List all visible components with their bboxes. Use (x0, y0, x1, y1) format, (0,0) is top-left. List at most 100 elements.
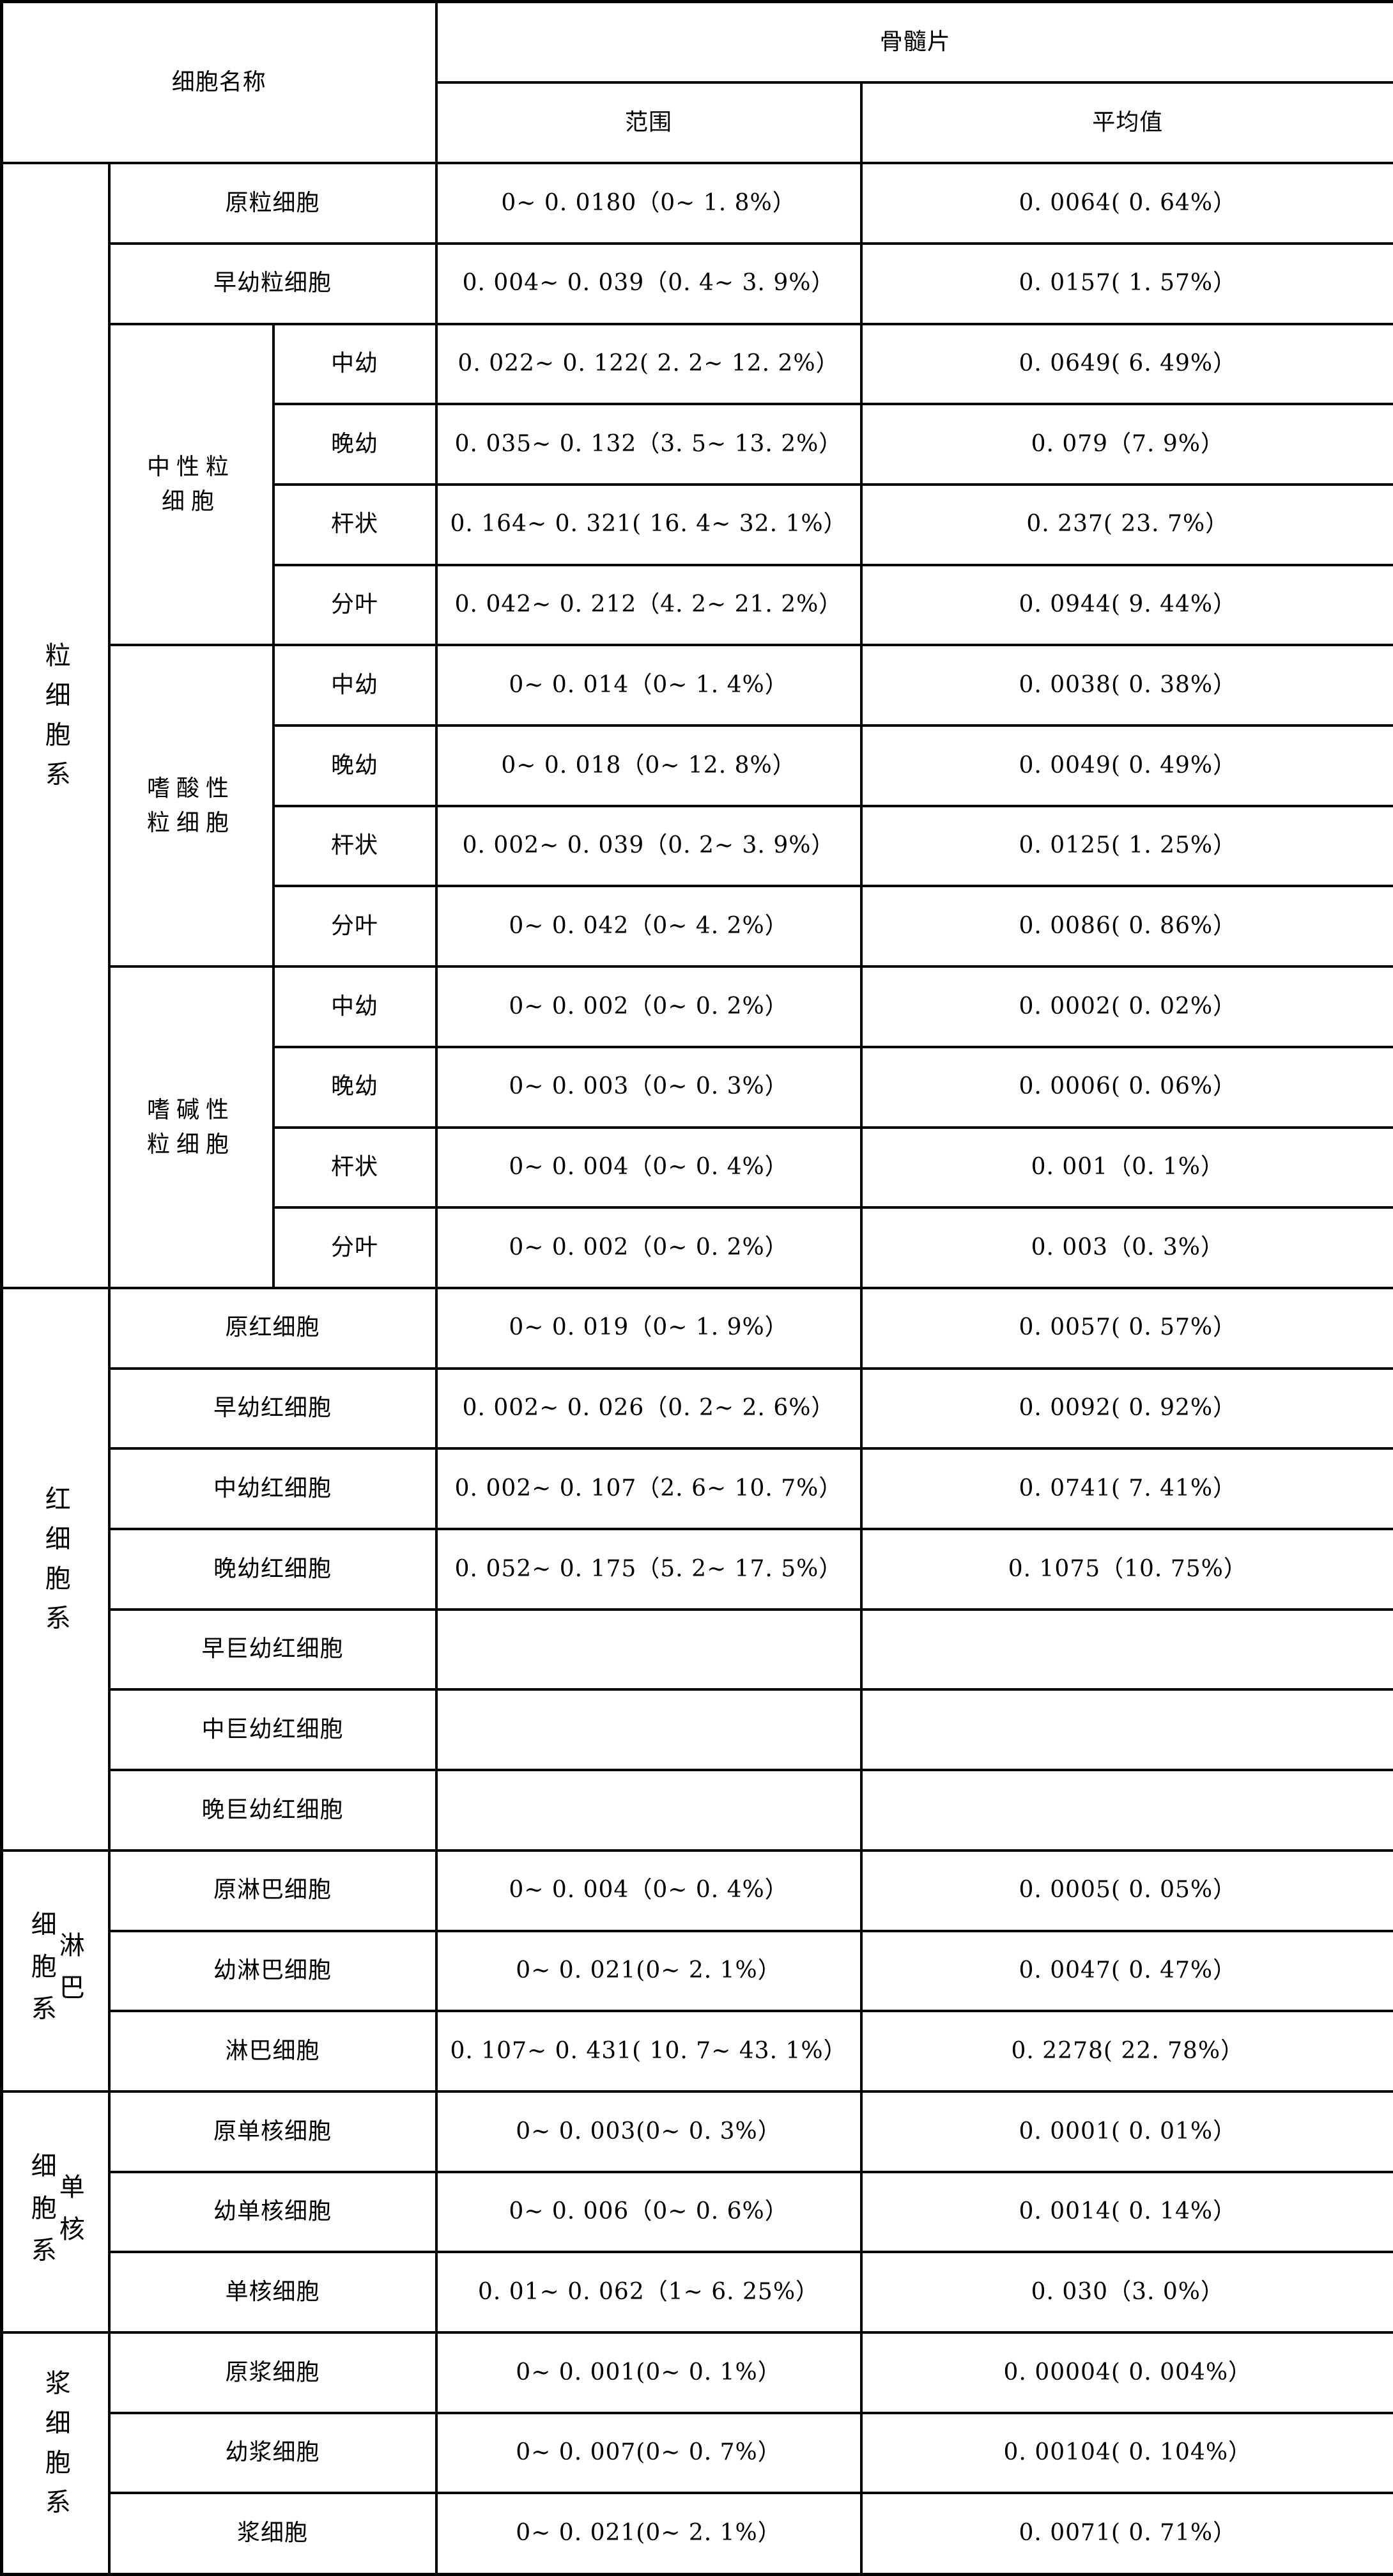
group-label-plasma-text: 浆细胞系 (40, 2370, 70, 2529)
row-range-eosinophil-band: 0. 002~ 0. 039（0. 2~ 3. 9%） (435, 804, 863, 888)
row-label-late-megaloblast: 晚巨幼红细胞 (107, 1769, 438, 1852)
row-range-eosinophil-segmented: 0~ 0. 042（0~ 4. 2%） (435, 885, 863, 968)
row-mean-plasmacyte: 0. 0071( 0. 71%） (859, 2492, 1393, 2576)
table-row: 粒细胞系 原粒细胞 0~ 0. 0180（0~ 1. 8%） 0. 0064( … (0, 162, 1393, 1289)
subgroup-label-neutrophil: 中性粒 细胞 (107, 322, 275, 647)
row-range-intermediate-megaloblast (435, 1688, 863, 1772)
subgroup-label-basophil: 嗜碱性 粒细胞 (107, 965, 275, 1289)
subgroup-label-basophil-line2: 粒细胞 (146, 1131, 235, 1158)
row-range-pronormoblast: 0~ 0. 019（0~ 1. 9%） (435, 1286, 863, 1370)
row-range-plasmacyte: 0~ 0. 021(0~ 2. 1%） (435, 2492, 863, 2576)
row-label-promyelocyte: 早幼粒细胞 (107, 242, 438, 325)
table-row: 幼浆细胞 0~ 0. 007(0~ 0. 7%） 0. 00104( 0. 10… (2, 2411, 1393, 2495)
table-row: 单核 细胞系 原单核细胞 0~ 0. 003(0~ 0. 3%） 0. 0001… (0, 2090, 1393, 2334)
row-label-lymphocyte: 淋巴细胞 (107, 2010, 438, 2093)
group-label-granulocyte: 粒细胞系 (0, 162, 111, 1289)
row-range-proplasmacyte: 0~ 0. 007(0~ 0. 7%） (435, 2411, 863, 2495)
row-mean-neutrophil-myelocyte: 0. 0649( 6. 49%） (859, 322, 1393, 406)
row-mean-basophil-myelocyte: 0. 0002( 0. 02%） (859, 965, 1393, 1048)
row-mean-proplasmacyte: 0. 00104( 0. 104%） (859, 2411, 1393, 2495)
group-label-monocyte-col-a: 单核 (54, 2173, 84, 2258)
row-mean-early-megaloblast (859, 1608, 1393, 1691)
row-mean-basophil-band: 0. 001（0. 1%） (859, 1126, 1393, 1209)
table-row: 分叶 0~ 0. 042（0~ 4. 2%） 0. 0086( 0. 86%） (2, 885, 1393, 968)
row-mean-monoblast: 0. 0001( 0. 01%） (859, 2090, 1393, 2173)
row-range-monocyte: 0. 01~ 0. 062（1~ 6. 25%） (435, 2251, 863, 2334)
row-label-orthochromatic-normoblast: 晚幼红细胞 (107, 1528, 438, 1611)
table-row: 晚巨幼红细胞 (2, 1769, 1393, 1852)
subgroup-label-basophil-line1: 嗜碱性 (146, 1096, 235, 1123)
group-label-lymphoid: 淋巴 细胞系 (0, 1849, 111, 2093)
row-mean-basophil-segmented: 0. 003（0. 3%） (859, 1206, 1393, 1289)
row-range-myeloblast: 0~ 0. 0180（0~ 1. 8%） (435, 162, 863, 245)
table-row: 晚幼红细胞 0. 052~ 0. 175（5. 2~ 17. 5%） 0. 10… (2, 1528, 1393, 1611)
stage-label-eosinophil-metamyelocyte: 晚幼 (272, 724, 438, 807)
row-label-proplasmacyte: 幼浆细胞 (107, 2411, 438, 2495)
row-range-promyelocyte: 0. 004~ 0. 039（0. 4~ 3. 9%） (435, 242, 863, 325)
table-row: 浆细胞 0~ 0. 021(0~ 2. 1%） 0. 0071( 0. 71%） (2, 2492, 1393, 2576)
table-row: 杆状 0. 164~ 0. 321( 16. 4~ 32. 1%） 0. 237… (2, 483, 1393, 566)
row-label-plasmablast: 原浆细胞 (107, 2331, 438, 2414)
group-label-granulocyte-text: 粒细胞系 (40, 642, 70, 801)
stage-label-neutrophil-segmented: 分叶 (272, 563, 438, 647)
header-range: 范围 (435, 81, 863, 165)
table-row: 晚幼 0. 035~ 0. 132（3. 5~ 13. 2%） 0. 079（7… (2, 403, 1393, 486)
row-label-promonocyte: 幼单核细胞 (107, 2170, 438, 2254)
row-range-plasmablast: 0~ 0. 001(0~ 0. 1%） (435, 2331, 863, 2414)
stage-label-basophil-myelocyte: 中幼 (272, 965, 438, 1048)
stage-label-neutrophil-myelocyte: 中幼 (272, 322, 438, 406)
subgroup-label-neutrophil-line1: 中性粒 (146, 453, 235, 480)
row-mean-polychromatic-normoblast: 0. 0741( 7. 41%） (859, 1447, 1393, 1531)
row-mean-eosinophil-segmented: 0. 0086( 0. 86%） (859, 885, 1393, 968)
table-row: 晚幼 0~ 0. 003（0~ 0. 3%） 0. 0006( 0. 06%） (2, 1045, 1393, 1129)
row-range-early-megaloblast (435, 1608, 863, 1691)
table-row: 淋巴 细胞系 原淋巴细胞 0~ 0. 004（0~ 0. 4%） 0. 0005… (0, 1849, 1393, 2093)
group-label-plasma: 浆细胞系 (0, 2331, 111, 2576)
table-row: 幼单核细胞 0~ 0. 006（0~ 0. 6%） 0. 0014( 0. 14… (2, 2170, 1393, 2254)
table-row: 杆状 0~ 0. 004（0~ 0. 4%） 0. 001（0. 1%） (2, 1126, 1393, 1209)
subgroup-label-neutrophil-line2: 细胞 (161, 488, 220, 515)
table-row: 浆细胞系 原浆细胞 0~ 0. 001(0~ 0. 1%） 0. 00004( … (0, 2331, 1393, 2576)
group-label-monocyte-stack: 单核 细胞系 (3, 2093, 108, 2331)
group-label-lymphoid-col-a: 淋巴 (54, 1932, 84, 2017)
table-row: 中幼红细胞 0. 002~ 0. 107（2. 6~ 10. 7%） 0. 07… (2, 1447, 1393, 1531)
row-range-basophil-band: 0~ 0. 004（0~ 0. 4%） (435, 1126, 863, 1209)
row-label-plasmacyte: 浆细胞 (107, 2492, 438, 2576)
row-range-orthochromatic-normoblast: 0. 052~ 0. 175（5. 2~ 17. 5%） (435, 1528, 863, 1611)
stage-label-basophil-metamyelocyte: 晚幼 (272, 1045, 438, 1129)
row-mean-pronormoblast: 0. 0057( 0. 57%） (859, 1286, 1393, 1370)
table-row: 嗜酸性 粒细胞 中幼 0~ 0. 014（0~ 1. 4%） 0. 0038( … (2, 644, 1393, 968)
row-range-eosinophil-metamyelocyte: 0~ 0. 018（0~ 12. 8%） (435, 724, 863, 807)
table-row: 嗜碱性 粒细胞 中幼 0~ 0. 002（0~ 0. 2%） 0. 0002( … (2, 965, 1393, 1289)
table-row: 早幼粒细胞 0. 004~ 0. 039（0. 4~ 3. 9%） 0. 015… (2, 242, 1393, 325)
row-label-early-megaloblast: 早巨幼红细胞 (107, 1608, 438, 1691)
group-label-monocyte: 单核 细胞系 (0, 2090, 111, 2334)
row-range-polychromatic-normoblast: 0. 002~ 0. 107（2. 6~ 10. 7%） (435, 1447, 863, 1531)
table-row: 单核细胞 0. 01~ 0. 062（1~ 6. 25%） 0. 030（3. … (2, 2251, 1393, 2334)
row-mean-basophilic-normoblast: 0. 0092( 0. 92%） (859, 1367, 1393, 1450)
row-mean-neutrophil-metamyelocyte: 0. 079（7. 9%） (859, 403, 1393, 486)
subgroup-label-eosinophil-line2: 粒细胞 (146, 809, 235, 836)
row-label-monoblast: 原单核细胞 (107, 2090, 438, 2173)
row-mean-myeloblast: 0. 0064( 0. 64%） (859, 162, 1393, 245)
subgroup-label-eosinophil: 嗜酸性 粒细胞 (107, 644, 275, 968)
row-mean-neutrophil-band: 0. 237( 23. 7%） (859, 483, 1393, 566)
row-label-lymphoblast: 原淋巴细胞 (107, 1849, 438, 1932)
stage-label-neutrophil-band: 杆状 (272, 483, 438, 566)
group-label-erythroid-text: 红细胞系 (40, 1486, 70, 1645)
group-label-monocyte-col-b: 细胞系 (26, 2152, 56, 2279)
group-label-lymphoid-stack: 淋巴 细胞系 (3, 1852, 108, 2090)
row-range-lymphoblast: 0~ 0. 004（0~ 0. 4%） (435, 1849, 863, 1932)
row-range-monoblast: 0~ 0. 003(0~ 0. 3%） (435, 2090, 863, 2173)
stage-label-eosinophil-myelocyte: 中幼 (272, 644, 438, 727)
table-row: 早巨幼红细胞 (2, 1608, 1393, 1691)
row-range-neutrophil-myelocyte: 0. 022~ 0. 122( 2. 2~ 12. 2%） (435, 322, 863, 406)
row-range-neutrophil-band: 0. 164~ 0. 321( 16. 4~ 32. 1%） (435, 483, 863, 566)
row-range-neutrophil-segmented: 0. 042~ 0. 212（4. 2~ 21. 2%） (435, 563, 863, 647)
row-mean-eosinophil-metamyelocyte: 0. 0049( 0. 49%） (859, 724, 1393, 807)
table-row: 早幼红细胞 0. 002~ 0. 026（0. 2~ 2. 6%） 0. 009… (2, 1367, 1393, 1450)
stage-label-eosinophil-band: 杆状 (272, 804, 438, 888)
row-mean-eosinophil-myelocyte: 0. 0038( 0. 38%） (859, 644, 1393, 727)
